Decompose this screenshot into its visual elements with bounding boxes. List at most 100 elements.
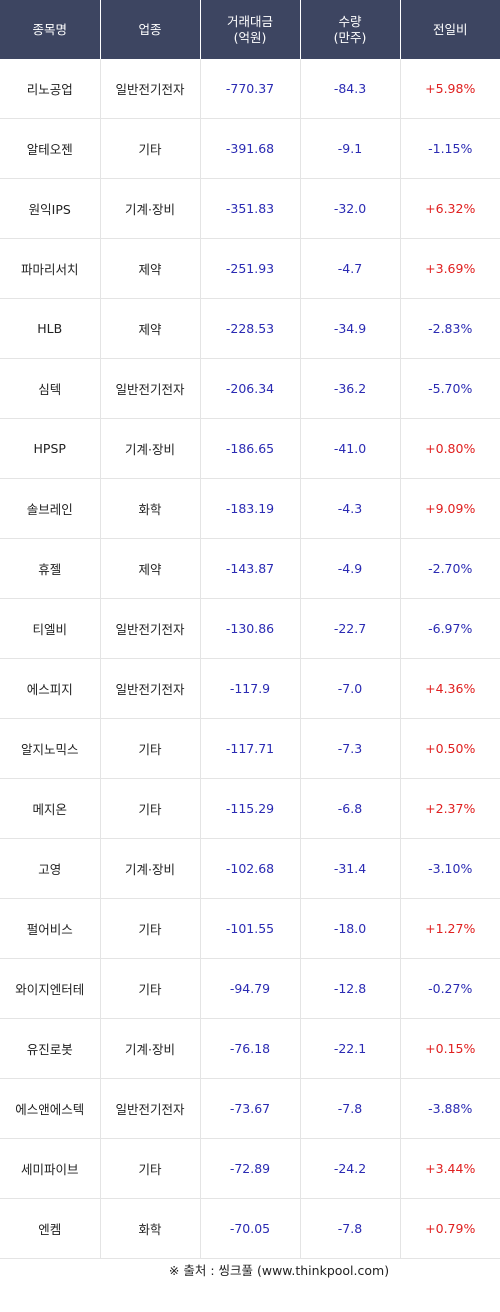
sector-cell: 일반전기전자: [99, 598, 200, 659]
header-sector: 업종: [99, 0, 200, 59]
stock-name-cell: 와이지엔터테: [0, 958, 100, 1019]
sector-cell: 기타: [99, 898, 200, 959]
stock-name-cell: 에스피지: [0, 658, 100, 719]
table-row: 펄어비스 기타 -101.55 -18.0 +1.27%: [0, 898, 500, 959]
change-cell: +0.50%: [399, 718, 500, 779]
stock-name-cell: 솔브레인: [0, 478, 100, 539]
table-row: 엔켐 화학 -70.05 -7.8 +0.79%: [0, 1198, 500, 1259]
amount-cell: -101.55: [199, 898, 300, 959]
volume-cell: -84.3: [299, 59, 400, 119]
header-amount: 거래대금 (억원): [199, 0, 300, 59]
change-cell: -0.27%: [399, 958, 500, 1019]
stock-name-cell: 리노공업: [0, 59, 100, 119]
table-row: 유진로봇 기계·장비 -76.18 -22.1 +0.15%: [0, 1018, 500, 1079]
table-row: 티엘비 일반전기전자 -130.86 -22.7 -6.97%: [0, 598, 500, 659]
sector-cell: 기타: [99, 118, 200, 179]
table-row: 세미파이브 기타 -72.89 -24.2 +3.44%: [0, 1138, 500, 1199]
volume-cell: -7.8: [299, 1198, 400, 1259]
table-row: 솔브레인 화학 -183.19 -4.3 +9.09%: [0, 478, 500, 539]
amount-cell: -391.68: [199, 118, 300, 179]
sector-cell: 기타: [99, 958, 200, 1019]
change-cell: +0.15%: [399, 1018, 500, 1079]
volume-cell: -18.0: [299, 898, 400, 959]
table-row: 에스피지 일반전기전자 -117.9 -7.0 +4.36%: [0, 658, 500, 719]
amount-cell: -351.83: [199, 178, 300, 239]
table-row: 알테오젠 기타 -391.68 -9.1 -1.15%: [0, 118, 500, 179]
stock-name-cell: HPSP: [0, 418, 100, 479]
amount-cell: -72.89: [199, 1138, 300, 1199]
amount-cell: -143.87: [199, 538, 300, 599]
stock-name-cell: 원익IPS: [0, 178, 100, 239]
change-cell: -1.15%: [399, 118, 500, 179]
table-row: 알지노믹스 기타 -117.71 -7.3 +0.50%: [0, 718, 500, 779]
amount-cell: -251.93: [199, 238, 300, 299]
volume-cell: -31.4: [299, 838, 400, 899]
volume-cell: -9.1: [299, 118, 400, 179]
volume-cell: -36.2: [299, 358, 400, 419]
volume-cell: -41.0: [299, 418, 400, 479]
table-row: 휴젤 제약 -143.87 -4.9 -2.70%: [0, 538, 500, 599]
table-row: 리노공업 일반전기전자 -770.37 -84.3 +5.98%: [0, 59, 500, 119]
volume-cell: -4.3: [299, 478, 400, 539]
volume-cell: -34.9: [299, 298, 400, 359]
amount-cell: -117.9: [199, 658, 300, 719]
sector-cell: 기타: [99, 778, 200, 839]
stock-name-cell: 펄어비스: [0, 898, 100, 959]
table-row: 심텍 일반전기전자 -206.34 -36.2 -5.70%: [0, 358, 500, 419]
stock-name-cell: 유진로봇: [0, 1018, 100, 1079]
amount-cell: -183.19: [199, 478, 300, 539]
header-volume: 수량 (만주): [299, 0, 400, 59]
volume-cell: -7.0: [299, 658, 400, 719]
change-cell: +0.79%: [399, 1198, 500, 1259]
sector-cell: 제약: [99, 238, 200, 299]
sector-cell: 제약: [99, 298, 200, 359]
stock-name-cell: 엔켐: [0, 1198, 100, 1259]
amount-cell: -94.79: [199, 958, 300, 1019]
sector-cell: 제약: [99, 538, 200, 599]
stock-name-cell: 티엘비: [0, 598, 100, 659]
sector-cell: 기계·장비: [99, 178, 200, 239]
stock-name-cell: 메지온: [0, 778, 100, 839]
table-row: 와이지엔터테 기타 -94.79 -12.8 -0.27%: [0, 958, 500, 1019]
header-change: 전일비: [399, 0, 500, 59]
change-cell: -3.10%: [399, 838, 500, 899]
table-header-row: 종목명 업종 거래대금 (억원) 수량 (만주) 전일비: [0, 0, 500, 59]
change-cell: +3.69%: [399, 238, 500, 299]
amount-cell: -76.18: [199, 1018, 300, 1079]
stock-name-cell: 휴젤: [0, 538, 100, 599]
header-name: 종목명: [0, 0, 100, 59]
table-row: 메지온 기타 -115.29 -6.8 +2.37%: [0, 778, 500, 839]
sector-cell: 화학: [99, 478, 200, 539]
change-cell: +0.80%: [399, 418, 500, 479]
amount-cell: -130.86: [199, 598, 300, 659]
stock-name-cell: HLB: [0, 298, 100, 359]
table-row: HPSP 기계·장비 -186.65 -41.0 +0.80%: [0, 418, 500, 479]
sector-cell: 일반전기전자: [99, 59, 200, 119]
change-cell: -2.83%: [399, 298, 500, 359]
change-cell: +5.98%: [399, 59, 500, 119]
volume-cell: -6.8: [299, 778, 400, 839]
stock-table: 종목명 업종 거래대금 (억원) 수량 (만주) 전일비 리노공업 일반전기전자 -77…: [0, 0, 500, 1259]
change-cell: -2.70%: [399, 538, 500, 599]
stock-name-cell: 심텍: [0, 358, 100, 419]
amount-cell: -228.53: [199, 298, 300, 359]
amount-cell: -117.71: [199, 718, 300, 779]
sector-cell: 일반전기전자: [99, 658, 200, 719]
change-cell: -6.97%: [399, 598, 500, 659]
table-body: 리노공업 일반전기전자 -770.37 -84.3 +5.98% 알테오젠 기타 -391.6…: [0, 59, 500, 1259]
volume-cell: -32.0: [299, 178, 400, 239]
stock-name-cell: 세미파이브: [0, 1138, 100, 1199]
stock-name-cell: 에스앤에스텍: [0, 1078, 100, 1139]
sector-cell: 기계·장비: [99, 1018, 200, 1079]
table-row: 원익IPS 기계·장비 -351.83 -32.0 +6.32%: [0, 178, 500, 239]
volume-cell: -12.8: [299, 958, 400, 1019]
amount-cell: -70.05: [199, 1198, 300, 1259]
sector-cell: 일반전기전자: [99, 358, 200, 419]
sector-cell: 기타: [99, 718, 200, 779]
stock-name-cell: 고영: [0, 838, 100, 899]
volume-cell: -7.3: [299, 718, 400, 779]
change-cell: -3.88%: [399, 1078, 500, 1139]
amount-cell: -102.68: [199, 838, 300, 899]
volume-cell: -4.9: [299, 538, 400, 599]
